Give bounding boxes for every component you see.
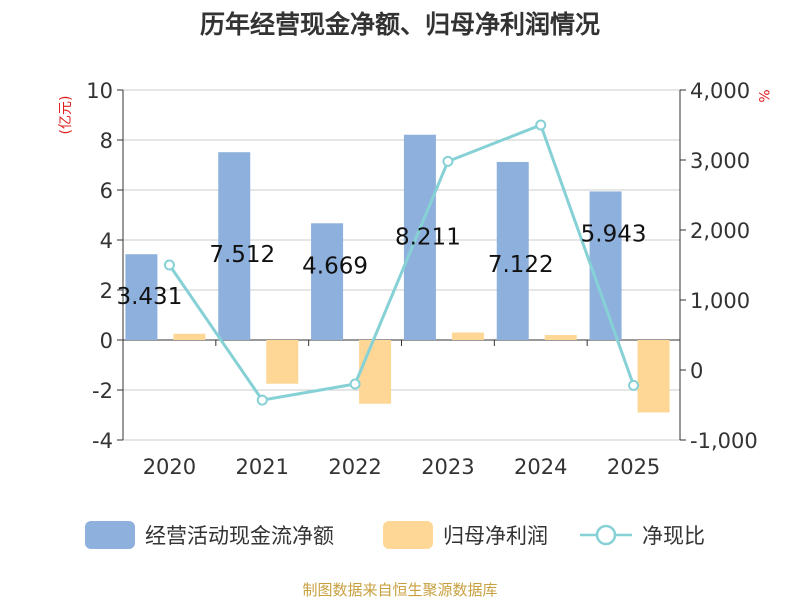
right-tick-label: 3,000	[690, 149, 750, 173]
left-tick-label: 2	[100, 279, 113, 303]
data-labels: 3.431 7.512 4.669 8.211 7.122 5.943	[116, 221, 646, 310]
ratio-polyline	[168, 123, 635, 402]
chart-title: 历年经营现金净额、归母净利润情况	[200, 10, 600, 39]
bar-netprofit	[544, 335, 577, 340]
bar-cashflow	[403, 134, 436, 340]
bar-cashflow	[218, 152, 251, 340]
left-tick-label: 4	[100, 229, 113, 253]
bar-netprofit	[359, 340, 392, 404]
legend-label-cashflow[interactable]: 经营活动现金流净额	[145, 524, 334, 548]
right-tick-label: 1,000	[690, 289, 750, 313]
bar-netprofit	[266, 340, 299, 384]
left-tick-label: 8	[100, 129, 113, 153]
right-tick-label: 2,000	[690, 219, 750, 243]
left-axis-label: (亿元)	[58, 96, 74, 135]
left-tick-label: 6	[100, 179, 113, 203]
bar-cashflow	[589, 191, 622, 340]
left-tick-label: 10	[86, 79, 113, 103]
category-label: 2024	[514, 455, 567, 479]
ratio-point	[442, 155, 454, 167]
legend-swatch-ratio-marker[interactable]	[595, 524, 617, 546]
legend: 经营活动现金流净额 归母净利润 净现比	[85, 521, 705, 549]
data-label-cashflow: 7.512	[209, 242, 275, 268]
right-axis-label: %	[755, 89, 771, 102]
axes: 10 8 6 4 2 0 -2 -4 4,000 3,000 2,000 1,000 0 -1,000 20…	[86, 79, 757, 479]
right-tick-label: -1,000	[690, 429, 758, 453]
ratio-point	[628, 379, 640, 391]
category-label: 2021	[236, 455, 289, 479]
bar-cashflow	[496, 161, 529, 340]
data-label-cashflow: 3.431	[116, 284, 182, 310]
legend-swatch-cashflow[interactable]	[85, 521, 135, 549]
bar-cashflow	[125, 254, 158, 340]
data-label-cashflow: 8.211	[395, 225, 461, 251]
bars	[125, 134, 670, 413]
ratio-point	[535, 119, 547, 131]
ratio-point	[163, 259, 175, 271]
ratio-point	[349, 378, 361, 390]
right-tick-label: 4,000	[690, 79, 750, 103]
data-label-cashflow: 4.669	[302, 253, 368, 279]
ratio-point	[256, 394, 268, 406]
right-tick-label: 0	[690, 359, 703, 383]
ratio-line	[163, 119, 640, 406]
legend-swatch-netprofit[interactable]	[383, 521, 433, 549]
bar-netprofit	[451, 332, 484, 340]
category-label: 2025	[607, 455, 660, 479]
legend-label-netprofit[interactable]: 归母净利润	[443, 524, 548, 548]
grid-lines	[123, 89, 680, 441]
category-label: 2023	[421, 455, 474, 479]
data-label-cashflow: 5.943	[581, 221, 647, 247]
bar-netprofit	[173, 333, 206, 340]
left-tick-label: -4	[92, 429, 113, 453]
left-tick-label: 0	[100, 329, 113, 353]
data-label-cashflow: 7.122	[488, 252, 554, 278]
bar-netprofit	[637, 340, 670, 413]
bar-cashflow	[311, 223, 344, 340]
footer-source: 制图数据来自恒生聚源数据库	[302, 581, 497, 599]
category-label: 2022	[328, 455, 381, 479]
category-label: 2020	[143, 455, 196, 479]
left-tick-label: -2	[92, 379, 113, 403]
legend-label-ratio[interactable]: 净现比	[642, 524, 705, 548]
